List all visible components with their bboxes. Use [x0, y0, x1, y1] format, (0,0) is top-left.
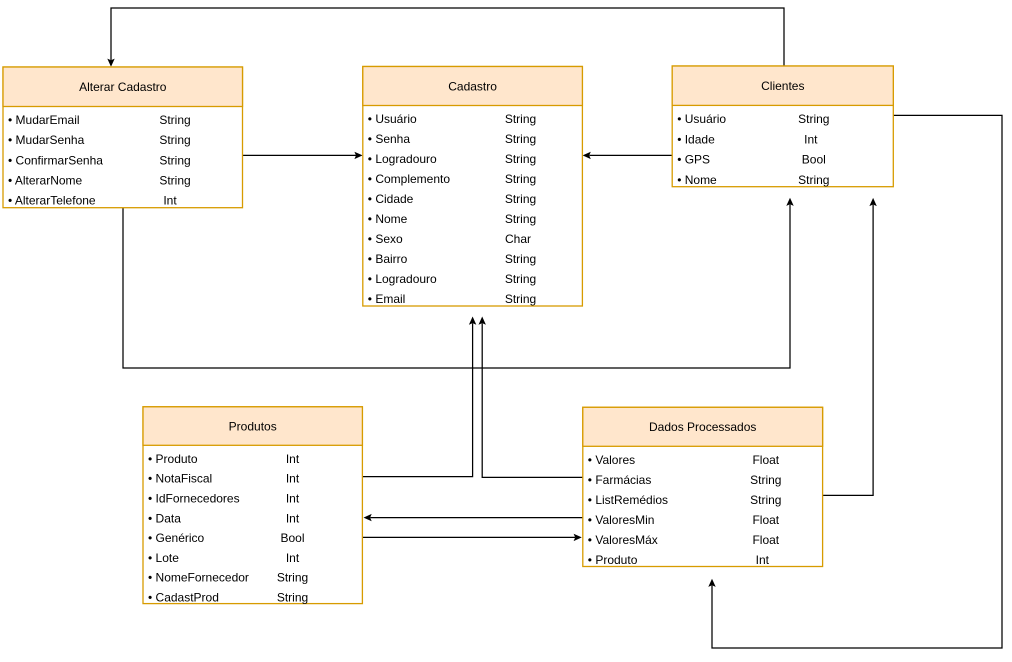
svg-text:Int: Int [756, 553, 770, 567]
svg-text:• GPS: • GPS [677, 153, 710, 167]
svg-text:• ValoresMáx: • ValoresMáx [588, 533, 658, 547]
svg-text:Int: Int [163, 194, 177, 208]
svg-text:String: String [798, 112, 829, 126]
svg-text:• Sexo: • Sexo [368, 232, 403, 246]
svg-text:String: String [505, 252, 536, 266]
svg-text:• CadastProd: • CadastProd [148, 591, 219, 605]
svg-text:String: String [505, 152, 536, 166]
svg-text:• Senha: • Senha [368, 132, 411, 146]
svg-text:• Complemento: • Complemento [368, 172, 451, 186]
svg-text:String: String [505, 192, 536, 206]
svg-text:String: String [277, 591, 308, 605]
svg-text:• Logradouro: • Logradouro [368, 152, 437, 166]
svg-text:Int: Int [286, 452, 300, 466]
svg-text:• Usuário: • Usuário [677, 112, 726, 126]
svg-text:Int: Int [286, 472, 300, 486]
svg-text:String: String [505, 292, 536, 306]
svg-text:String: String [159, 153, 190, 167]
svg-text:Clientes: Clientes [761, 79, 804, 93]
svg-text:String: String [505, 212, 536, 226]
svg-text:String: String [505, 272, 536, 286]
svg-text:Cadastro: Cadastro [448, 79, 497, 93]
svg-text:• ConfirmarSenha: • ConfirmarSenha [8, 153, 103, 167]
svg-text:• Bairro: • Bairro [368, 252, 408, 266]
svg-text:Dados Processados: Dados Processados [649, 420, 756, 434]
svg-text:• Produto: • Produto [588, 553, 638, 567]
svg-text:• NomeFornecedor: • NomeFornecedor [148, 571, 249, 585]
svg-text:• IdFornecedores: • IdFornecedores [148, 492, 240, 506]
svg-text:String: String [798, 173, 829, 187]
svg-text:String: String [505, 112, 536, 126]
svg-text:• AlterarNome: • AlterarNome [8, 173, 83, 187]
svg-text:Alterar Cadastro: Alterar Cadastro [79, 80, 167, 94]
svg-text:• Idade: • Idade [677, 132, 715, 146]
svg-text:Int: Int [286, 511, 300, 525]
svg-text:Int: Int [286, 492, 300, 506]
svg-text:• Genérico: • Genérico [148, 531, 205, 545]
svg-text:Int: Int [804, 132, 818, 146]
svg-text:• Data: • Data [148, 511, 181, 525]
svg-text:• Produto: • Produto [148, 452, 198, 466]
svg-text:• Usuário: • Usuário [368, 112, 417, 126]
svg-text:String: String [505, 132, 536, 146]
svg-text:String: String [750, 493, 781, 507]
svg-text:String: String [277, 571, 308, 585]
svg-text:String: String [159, 113, 190, 127]
svg-text:• Lote: • Lote [148, 551, 179, 565]
svg-text:Bool: Bool [802, 153, 826, 167]
svg-text:• Nome: • Nome [368, 212, 408, 226]
svg-text:• ValoresMin: • ValoresMin [588, 513, 655, 527]
svg-text:Float: Float [752, 453, 779, 467]
svg-text:• Cidade: • Cidade [368, 192, 414, 206]
svg-text:• Valores: • Valores [588, 453, 635, 467]
svg-text:String: String [159, 173, 190, 187]
svg-text:• Email: • Email [368, 292, 406, 306]
svg-text:• ListRemédios: • ListRemédios [588, 493, 668, 507]
svg-text:• Nome: • Nome [677, 173, 717, 187]
svg-text:• MudarEmail: • MudarEmail [8, 113, 80, 127]
svg-text:Bool: Bool [280, 531, 304, 545]
svg-text:• AlterarTelefone: • AlterarTelefone [8, 194, 96, 208]
svg-text:String: String [750, 473, 781, 487]
svg-text:Char: Char [505, 232, 531, 246]
svg-text:Float: Float [752, 533, 779, 547]
svg-text:• Farmácias: • Farmácias [588, 473, 652, 487]
svg-text:Float: Float [752, 513, 779, 527]
svg-text:• MudarSenha: • MudarSenha [8, 133, 85, 147]
svg-text:• Logradouro: • Logradouro [368, 272, 437, 286]
svg-text:String: String [505, 172, 536, 186]
svg-text:Int: Int [286, 551, 300, 565]
svg-text:Produtos: Produtos [229, 419, 277, 433]
svg-text:String: String [159, 133, 190, 147]
svg-text:• NotaFiscal: • NotaFiscal [148, 472, 212, 486]
